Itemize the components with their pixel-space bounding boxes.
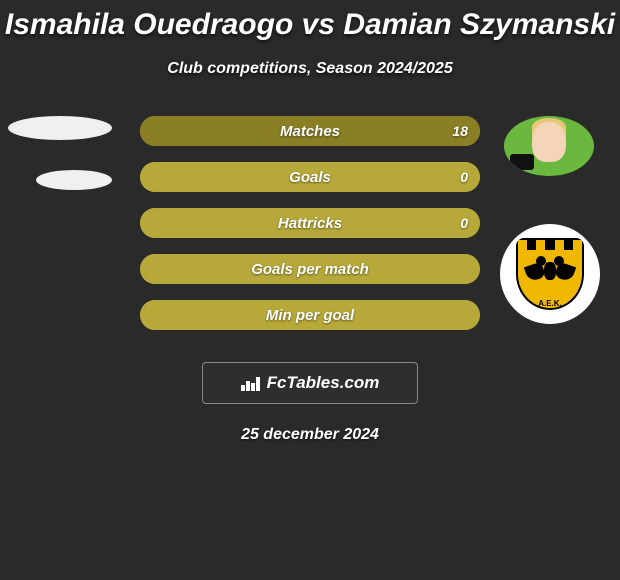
content: Ismahila Ouedraogo vs Damian Szymanski C… <box>0 0 620 580</box>
stat-value-right: 0 <box>460 162 468 192</box>
stat-label: Goals per match <box>140 254 480 284</box>
club-right-logo: A.E.K. <box>500 224 600 324</box>
club-left-placeholder <box>36 170 112 190</box>
club-right-name: A.E.K. <box>500 299 600 308</box>
player-right-photo <box>504 116 594 176</box>
stat-label: Min per goal <box>140 300 480 330</box>
stat-bars: Matches18Goals0Hattricks0Goals per match… <box>140 116 480 346</box>
stat-bar: Goals per match <box>140 254 480 284</box>
stats-area: Matches18Goals0Hattricks0Goals per match… <box>0 116 620 356</box>
brand-text: FcTables.com <box>267 373 380 393</box>
stat-value-right: 18 <box>452 116 468 146</box>
stat-value-right: 0 <box>460 208 468 238</box>
stat-bar: Matches18 <box>140 116 480 146</box>
chart-icon <box>241 375 261 391</box>
stat-bar: Min per goal <box>140 300 480 330</box>
player-left-placeholder <box>8 116 112 140</box>
right-player-col: A.E.K. <box>500 116 600 324</box>
date-text: 25 december 2024 <box>0 426 620 444</box>
left-player-col <box>8 116 118 220</box>
subtitle: Club competitions, Season 2024/2025 <box>0 60 620 78</box>
stat-label: Hattricks <box>140 208 480 238</box>
stat-label: Matches <box>140 116 480 146</box>
page-title: Ismahila Ouedraogo vs Damian Szymanski <box>0 0 620 42</box>
stat-label: Goals <box>140 162 480 192</box>
stat-bar: Hattricks0 <box>140 208 480 238</box>
brand-box[interactable]: FcTables.com <box>202 362 418 404</box>
stat-bar: Goals0 <box>140 162 480 192</box>
